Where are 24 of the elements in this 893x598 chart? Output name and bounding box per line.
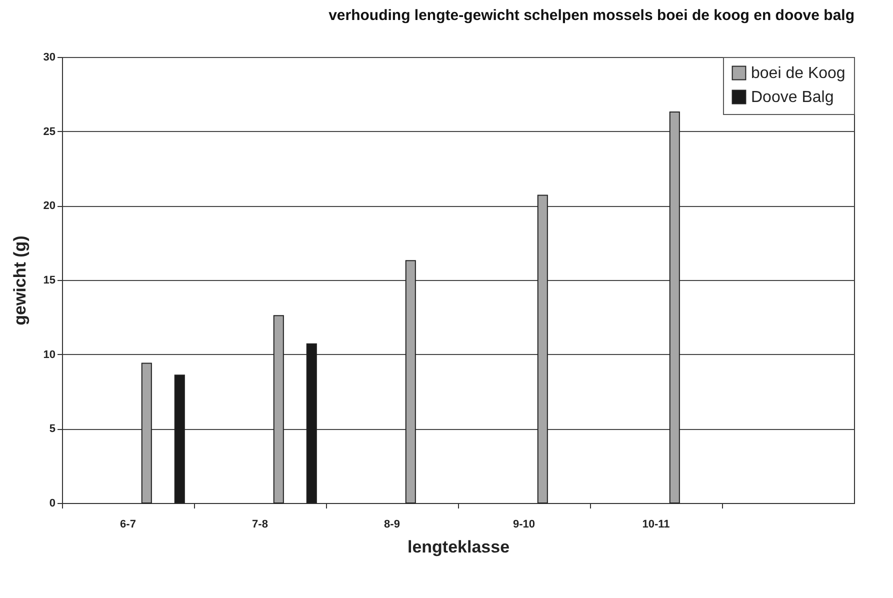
x-tick-label: 7-8 — [252, 518, 268, 530]
y-tick-label: 30 — [43, 52, 56, 64]
bar — [273, 315, 284, 504]
y-tick-label: 25 — [43, 126, 56, 138]
y-tick-label: 0 — [49, 498, 56, 510]
legend-label: Doove Balg — [751, 89, 834, 106]
x-tick-label: 9-10 — [512, 518, 536, 530]
x-tick-label: 6-7 — [120, 518, 136, 530]
y-tick-label: 10 — [43, 348, 56, 361]
y-axis-title: gewicht (g) — [10, 236, 30, 326]
bar — [405, 260, 416, 504]
y-tick-label: 20 — [43, 200, 56, 212]
bar — [174, 374, 185, 504]
x-tick-label: 10-11 — [642, 518, 670, 530]
x-axis-title: lengteklasse — [407, 538, 510, 556]
bar — [141, 362, 152, 504]
x-tick-label: 8-9 — [384, 518, 400, 530]
bar — [537, 194, 548, 504]
bar — [306, 343, 317, 504]
chart-title: verhouding lengte-gewicht schelpen mossels boei de koog en doove balg — [328, 7, 854, 24]
legend-label: boei de Koog — [751, 65, 846, 82]
bar — [669, 112, 680, 504]
y-tick-label: 15 — [43, 274, 56, 286]
y-tick-label: 5 — [49, 423, 56, 436]
